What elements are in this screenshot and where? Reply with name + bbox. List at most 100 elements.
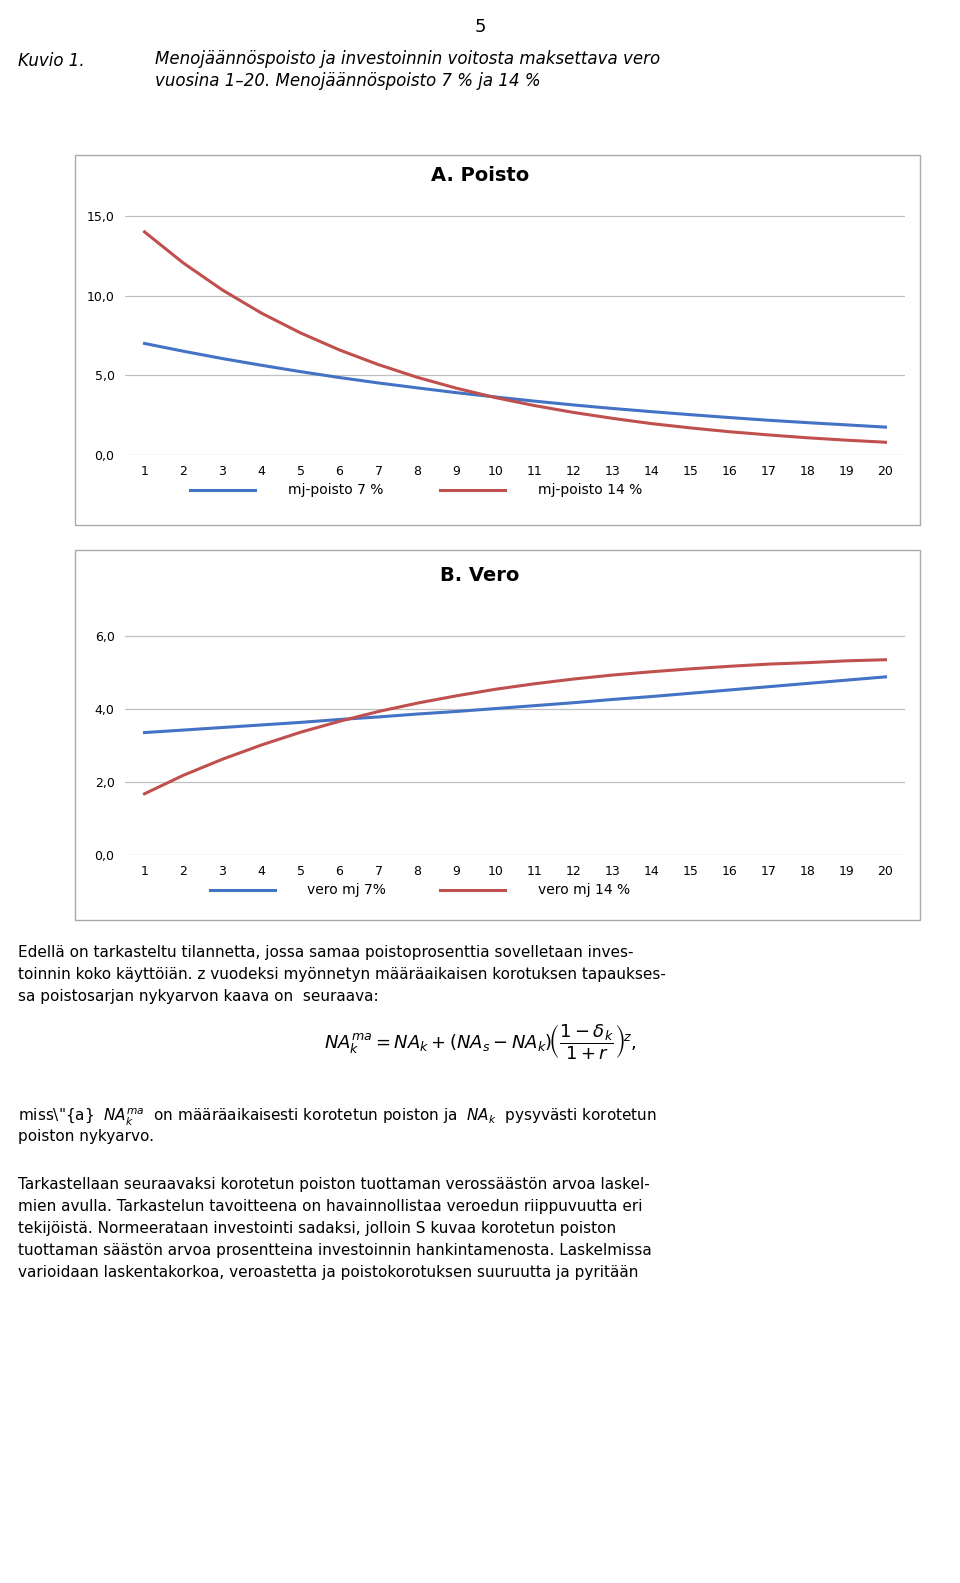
mj-poisto 14 % <box>255 304 267 323</box>
vero mj 14 % <box>139 784 151 803</box>
vero mj 14 % <box>879 651 891 670</box>
vero mj 7% <box>451 701 463 720</box>
Text: mj-poisto 7 %: mj-poisto 7 % <box>288 483 383 497</box>
vero mj 7% <box>529 697 540 716</box>
vero mj 7% <box>139 723 151 742</box>
vero mj 14 % <box>802 654 813 673</box>
Text: Tarkastellaan seuraavaksi korotetun poiston tuottaman verossäästön arvoa laskel-: Tarkastellaan seuraavaksi korotetun pois… <box>18 1178 650 1192</box>
Line: vero mj 14 %: vero mj 14 % <box>145 660 885 793</box>
vero mj 7% <box>334 711 346 730</box>
mj-poisto 14 % <box>802 429 813 448</box>
vero mj 7% <box>802 674 813 693</box>
Text: mien avulla. Tarkastelun tavoitteena on havainnollistaa veroedun riippuvuutta er: mien avulla. Tarkastelun tavoitteena on … <box>18 1198 642 1214</box>
mj-poisto 7 % <box>724 408 735 427</box>
mj-poisto 7 % <box>334 367 346 386</box>
Text: vero mj 14 %: vero mj 14 % <box>538 883 630 898</box>
mj-poisto 14 % <box>684 418 696 437</box>
vero mj 14 % <box>334 712 346 731</box>
mj-poisto 7 % <box>490 388 501 407</box>
vero mj 14 % <box>646 662 658 681</box>
mj-poisto 7 % <box>372 374 384 393</box>
Text: miss\"{a}  $NA_k^{ma}$  on määräaikaisesti korotetun poiston ja  $NA_k$  pysyväs: miss\"{a} $NA_k^{ma}$ on määräaikaisesti… <box>18 1107 657 1129</box>
Text: A. Poisto: A. Poisto <box>431 166 529 185</box>
Text: tuottaman säästön arvoa prosentteina investoinnin hankintamenosta. Laskelmissa: tuottaman säästön arvoa prosentteina inv… <box>18 1243 652 1258</box>
vero mj 7% <box>567 693 579 712</box>
vero mj 14 % <box>490 679 501 698</box>
vero mj 14 % <box>295 723 306 742</box>
Text: Kuvio 1.: Kuvio 1. <box>18 52 84 70</box>
Text: varioidaan laskentakorkoa, veroastetta ja poistokorotuksen suuruutta ja pyritään: varioidaan laskentakorkoa, veroastetta j… <box>18 1265 638 1281</box>
mj-poisto 14 % <box>567 404 579 423</box>
vero mj 14 % <box>178 766 189 785</box>
mj-poisto 7 % <box>802 413 813 432</box>
mj-poisto 14 % <box>490 388 501 407</box>
vero mj 7% <box>295 712 306 731</box>
mj-poisto 14 % <box>724 423 735 442</box>
Text: vuosina 1–20. Menojäännöspoisto 7 % ja 14 %: vuosina 1–20. Menojäännöspoisto 7 % ja 1… <box>155 71 540 90</box>
vero mj 14 % <box>529 674 540 693</box>
mj-poisto 14 % <box>451 378 463 397</box>
vero mj 7% <box>607 690 618 709</box>
Text: B. Vero: B. Vero <box>441 567 519 586</box>
Text: toinnin koko käyttöiän. z vuodeksi myönnetyn määräaikaisen korotuksen tapaukses-: toinnin koko käyttöiän. z vuodeksi myönn… <box>18 967 666 981</box>
vero mj 7% <box>684 684 696 703</box>
mj-poisto 7 % <box>763 410 775 429</box>
Text: tekijöistä. Normeerataan investointi sadaksi, jolloin S kuvaa korotetun poiston: tekijöistä. Normeerataan investointi sad… <box>18 1220 616 1236</box>
vero mj 7% <box>255 716 267 735</box>
vero mj 7% <box>217 719 228 738</box>
mj-poisto 14 % <box>412 367 423 386</box>
Text: 5: 5 <box>474 17 486 36</box>
vero mj 14 % <box>255 736 267 755</box>
mj-poisto 7 % <box>841 415 852 434</box>
mj-poisto 7 % <box>255 356 267 375</box>
mj-poisto 7 % <box>412 378 423 397</box>
Line: mj-poisto 7 %: mj-poisto 7 % <box>145 344 885 427</box>
vero mj 14 % <box>567 670 579 689</box>
mj-poisto 14 % <box>372 355 384 374</box>
mj-poisto 14 % <box>334 340 346 359</box>
mj-poisto 7 % <box>451 383 463 402</box>
vero mj 7% <box>646 687 658 706</box>
mj-poisto 14 % <box>529 396 540 415</box>
Text: mj-poisto 14 %: mj-poisto 14 % <box>538 483 642 497</box>
mj-poisto 7 % <box>178 342 189 361</box>
Text: Menojäännöspoisto ja investoinnin voitosta maksettava vero: Menojäännöspoisto ja investoinnin voitos… <box>155 51 660 68</box>
mj-poisto 14 % <box>646 415 658 434</box>
vero mj 14 % <box>763 655 775 674</box>
vero mj 14 % <box>217 750 228 769</box>
vero mj 7% <box>490 700 501 719</box>
mj-poisto 14 % <box>139 222 151 241</box>
mj-poisto 14 % <box>295 323 306 342</box>
vero mj 14 % <box>841 651 852 670</box>
mj-poisto 7 % <box>879 418 891 437</box>
mj-poisto 7 % <box>684 405 696 424</box>
vero mj 7% <box>724 681 735 700</box>
mj-poisto 14 % <box>178 253 189 272</box>
vero mj 7% <box>763 678 775 697</box>
mj-poisto 7 % <box>139 334 151 353</box>
mj-poisto 14 % <box>879 432 891 451</box>
Text: poiston nykyarvo.: poiston nykyarvo. <box>18 1129 154 1145</box>
vero mj 14 % <box>451 687 463 706</box>
mj-poisto 7 % <box>295 363 306 382</box>
mj-poisto 14 % <box>217 280 228 299</box>
Line: mj-poisto 14 %: mj-poisto 14 % <box>145 231 885 442</box>
mj-poisto 7 % <box>607 399 618 418</box>
vero mj 7% <box>178 720 189 739</box>
vero mj 14 % <box>372 701 384 720</box>
Text: $NA_k^{ma} = NA_k + (NA_s - NA_k)\!\left(\dfrac{1-\delta_k}{1+r}\right)^{\!z},$: $NA_k^{ma} = NA_k + (NA_s - NA_k)\!\left… <box>324 1023 636 1061</box>
Text: vero mj 7%: vero mj 7% <box>307 883 386 898</box>
mj-poisto 14 % <box>841 431 852 450</box>
mj-poisto 7 % <box>529 391 540 410</box>
mj-poisto 7 % <box>217 350 228 369</box>
vero mj 7% <box>412 704 423 723</box>
mj-poisto 7 % <box>567 396 579 415</box>
Line: vero mj 7%: vero mj 7% <box>145 678 885 733</box>
Text: sa poistosarjan nykyarvon kaava on  seuraava:: sa poistosarjan nykyarvon kaava on seura… <box>18 989 378 1004</box>
mj-poisto 14 % <box>607 408 618 427</box>
vero mj 14 % <box>607 665 618 684</box>
vero mj 14 % <box>684 660 696 679</box>
vero mj 7% <box>841 671 852 690</box>
vero mj 14 % <box>412 693 423 712</box>
vero mj 7% <box>879 668 891 687</box>
